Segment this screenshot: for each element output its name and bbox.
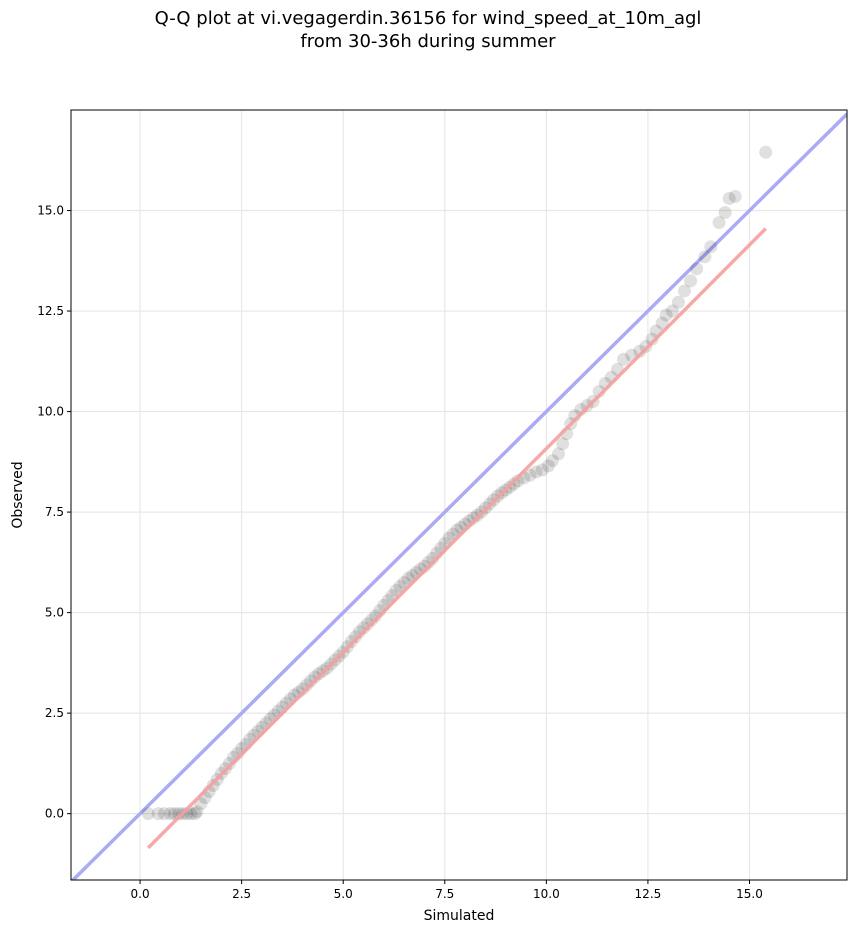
qq-point: [759, 145, 773, 159]
y-tick-label: 5.0: [45, 606, 64, 620]
qq-point: [677, 284, 691, 298]
qq-point: [684, 274, 698, 288]
qq-point: [157, 807, 171, 821]
qq-point: [617, 352, 631, 366]
qq-point: [665, 304, 679, 318]
qq-point: [344, 635, 358, 649]
qq-point: [466, 511, 480, 525]
qq-point: [348, 630, 362, 644]
qq-point: [690, 262, 704, 276]
qq-point: [545, 454, 559, 468]
x-tick-label: 5.0: [334, 887, 353, 901]
y-tick-label: 10.0: [37, 405, 64, 419]
y-tick-label: 15.0: [37, 204, 64, 218]
qq-point: [172, 807, 186, 821]
x-tick-label: 10.0: [533, 887, 560, 901]
qq-point: [222, 756, 236, 770]
qq-point: [712, 216, 726, 230]
qq-point: [369, 609, 383, 623]
qq-point: [655, 316, 669, 330]
qq-point: [671, 295, 685, 309]
qq-point: [206, 779, 220, 793]
qq-point: [633, 344, 647, 358]
chart-title-line-1: Q-Q plot at vi.vegagerdin.36156 for wind…: [154, 8, 702, 29]
x-tick-label: 7.5: [435, 887, 454, 901]
qq-point: [300, 678, 314, 692]
qq-point: [296, 682, 310, 696]
reference-lines: [71, 112, 847, 880]
qq-point: [511, 474, 525, 488]
qq-point: [556, 437, 570, 451]
y-axis-label: Observed: [10, 461, 26, 528]
qq-point: [470, 508, 484, 522]
x-tick-label: 0.0: [131, 887, 150, 901]
qq-point: [361, 617, 375, 631]
qq-point: [190, 805, 204, 819]
y-tick-label: 7.5: [45, 505, 64, 519]
qq-point: [164, 807, 178, 821]
qq-point: [308, 670, 322, 684]
y-tick-label: 0.0: [45, 807, 64, 821]
qq-point: [535, 463, 549, 477]
x-tick-label: 12.5: [635, 887, 662, 901]
qq-point: [552, 447, 566, 461]
fit-line: [146, 227, 767, 850]
qq-point: [698, 250, 712, 264]
qq-point: [151, 807, 165, 821]
qq-point: [365, 613, 379, 627]
qq-point: [728, 189, 742, 203]
qq-point: [188, 807, 202, 821]
qq-point: [722, 191, 736, 205]
x-axis-label: Simulated: [424, 908, 495, 924]
qq-point: [507, 477, 521, 491]
y-tick-label: 2.5: [45, 706, 64, 720]
data-points: [141, 145, 773, 850]
y-tick-label: 12.5: [37, 304, 64, 318]
qq-point: [704, 240, 718, 254]
qq-point: [523, 468, 537, 482]
axis-ticks: 0.0 2.5 5.0 7.5 10.0 12.5 15.0 0.0 2.5 5.0 7.5 10.0…: [37, 204, 763, 901]
qq-point: [312, 667, 326, 681]
qq-point: [304, 674, 318, 688]
chart-title-line-2: from 30-36h during summer: [300, 31, 556, 52]
qq-point: [659, 308, 673, 322]
plot-frame: [70, 109, 848, 881]
x-tick-label: 2.5: [232, 887, 251, 901]
qq-point: [645, 332, 659, 346]
qq-point: [529, 465, 543, 479]
qq-point: [718, 206, 732, 220]
qq-point: [141, 807, 155, 821]
identity-line: [71, 112, 847, 880]
qq-point: [541, 459, 555, 473]
x-tick-label: 15.0: [736, 887, 763, 901]
